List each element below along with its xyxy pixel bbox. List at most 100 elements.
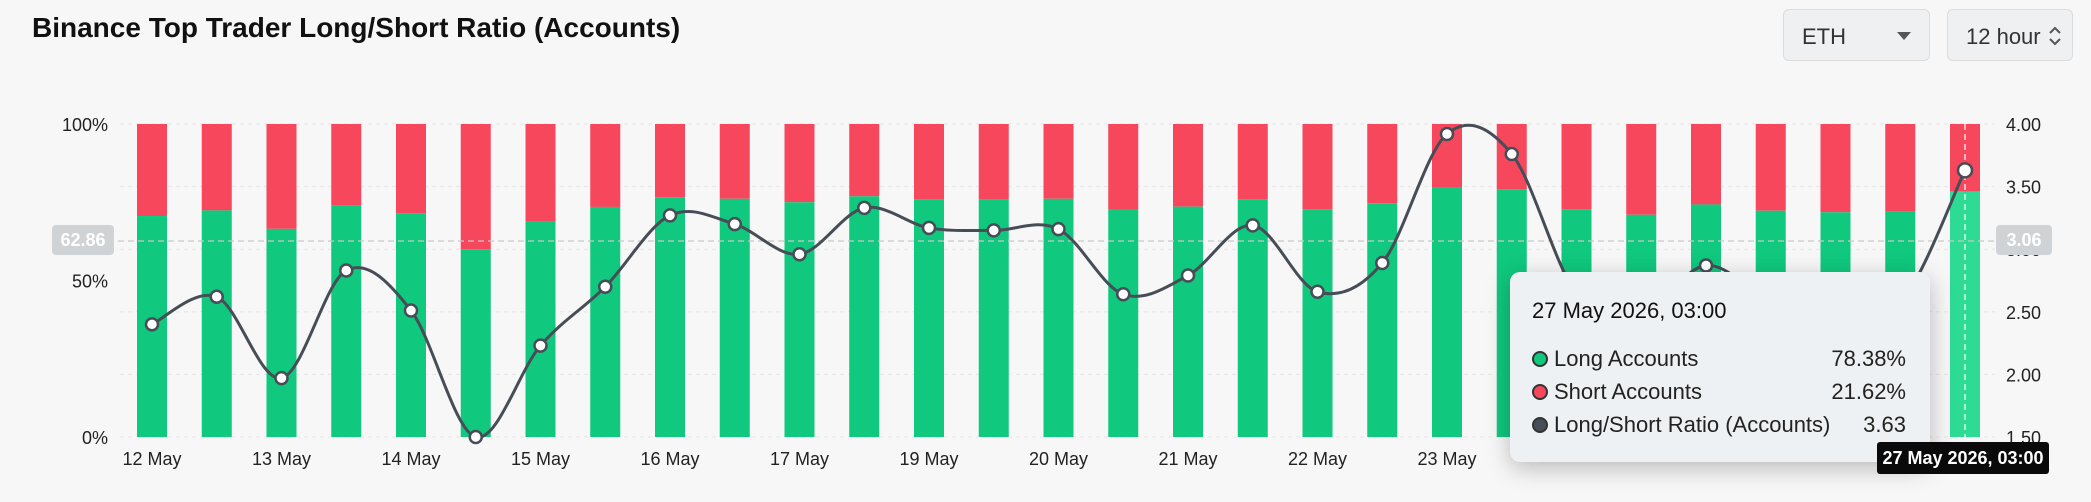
long-bar	[849, 196, 880, 437]
tooltip-row-value: 21.62%	[1831, 379, 1906, 404]
chevron-down-icon	[1897, 32, 1911, 40]
long-bar	[1237, 199, 1268, 437]
long-bar	[590, 206, 621, 437]
long-bar	[525, 221, 556, 437]
long-bar	[331, 205, 362, 437]
short-bar	[201, 124, 232, 211]
long-bar	[719, 198, 750, 437]
ratio-point	[1956, 162, 1974, 179]
short-bar	[396, 124, 426, 214]
ratio-point	[857, 200, 872, 216]
long-bar	[1173, 206, 1203, 437]
short-bar	[266, 124, 297, 229]
ratio-point	[1375, 255, 1390, 271]
up-down-chevron-icon	[2049, 26, 2061, 46]
long-bar	[655, 197, 685, 437]
ratio-point	[727, 216, 742, 232]
tooltip-title: 27 May 2026, 03:00	[1532, 298, 1727, 323]
x-tick-label: 16 May	[640, 449, 699, 469]
x-tick-label: 19 May	[899, 449, 958, 469]
short-bar	[1820, 124, 1851, 213]
long-bar	[914, 199, 944, 437]
tooltip-row-short: Short Accounts 21.62%	[1532, 379, 1906, 407]
x-tick-label: 23 May	[1417, 449, 1476, 469]
long-bar	[1108, 209, 1139, 437]
ratio-point	[533, 338, 548, 353]
x-tick-label: 14 May	[381, 449, 440, 469]
ratio-point	[598, 279, 613, 295]
short-bar	[331, 124, 362, 206]
short-bar	[1237, 124, 1268, 200]
y-left-tick-label: 50%	[72, 272, 108, 292]
tooltip-row-name: Long Accounts	[1554, 346, 1699, 371]
ratio-point	[986, 223, 1001, 238]
page-title: Binance Top Trader Long/Short Ratio (Acc…	[32, 12, 681, 43]
short-bar	[137, 124, 167, 217]
tooltip-row-name: Long/Short Ratio (Accounts)	[1554, 412, 1831, 437]
short-bar	[1691, 124, 1721, 205]
ratio-point	[1116, 287, 1131, 302]
x-tick-label: 12 May	[122, 449, 181, 469]
short-bar	[525, 124, 556, 222]
ratio-point	[1504, 146, 1519, 162]
ratio-point	[403, 303, 419, 318]
short-bar	[1561, 124, 1592, 210]
ratio-point	[339, 263, 354, 278]
short-bar	[655, 124, 685, 198]
bars-group	[137, 124, 1980, 437]
long-bar	[266, 228, 297, 437]
short-bar	[719, 124, 750, 199]
interval-select[interactable]: 12 hour	[1947, 9, 2073, 61]
y-right-tick-label: 4.00	[2006, 115, 2041, 135]
short-bar	[1367, 124, 1398, 204]
asset-select[interactable]: ETH	[1783, 9, 1930, 61]
long-bar	[201, 210, 232, 437]
ratio-point	[1051, 221, 1066, 237]
tooltip-row-value: 3.63	[1863, 412, 1906, 437]
ratio-point	[1245, 218, 1260, 233]
short-bar	[1108, 124, 1139, 210]
short-bar	[914, 124, 944, 200]
ratio-point	[1310, 284, 1325, 300]
y-right-tick-label: 2.00	[2006, 365, 2041, 385]
long-bar	[1043, 198, 1074, 437]
y-right-tick-label: 3.50	[2006, 178, 2041, 198]
x-tick-label: 20 May	[1029, 449, 1088, 469]
ratio-point	[274, 370, 289, 386]
ratio-point	[921, 220, 937, 236]
short-bar	[460, 124, 491, 250]
short-bar	[590, 124, 621, 207]
tooltip-row-name: Short Accounts	[1554, 379, 1702, 404]
short-bar	[1302, 124, 1333, 210]
x-tick-label: 15 May	[511, 449, 570, 469]
crosshair-right-badge: 3.06	[1996, 225, 2052, 255]
ratio-point	[1439, 126, 1455, 142]
long-bar	[978, 199, 1009, 437]
long-bar	[1367, 203, 1398, 437]
short-bar	[1626, 124, 1657, 215]
x-tick-label: 22 May	[1288, 449, 1347, 469]
asset-select-label: ETH	[1802, 24, 1846, 49]
short-bar	[1043, 124, 1074, 199]
long-bar	[460, 249, 491, 437]
ratio-point	[662, 208, 678, 223]
crosshair-left-badge: 62.86	[52, 225, 114, 255]
ratio-point	[468, 429, 483, 445]
short-bar	[978, 124, 1009, 200]
tooltip-row-value: 78.38%	[1831, 346, 1906, 371]
long-bar	[396, 213, 426, 437]
ratio-point	[144, 317, 160, 332]
y-right-tick-label: 2.50	[2006, 303, 2041, 323]
long-bar	[1302, 209, 1333, 437]
ratio-point	[209, 289, 224, 305]
y-left-tick-label: 100%	[62, 115, 108, 135]
short-bar	[1885, 124, 1916, 212]
ratio-legend-dot	[1532, 417, 1548, 433]
short-bar	[849, 124, 880, 197]
ratio-point	[1698, 258, 1714, 273]
ratio-point	[792, 246, 807, 262]
long-bar	[784, 202, 815, 437]
short-bar	[784, 124, 815, 203]
long-legend-dot	[1532, 351, 1548, 367]
